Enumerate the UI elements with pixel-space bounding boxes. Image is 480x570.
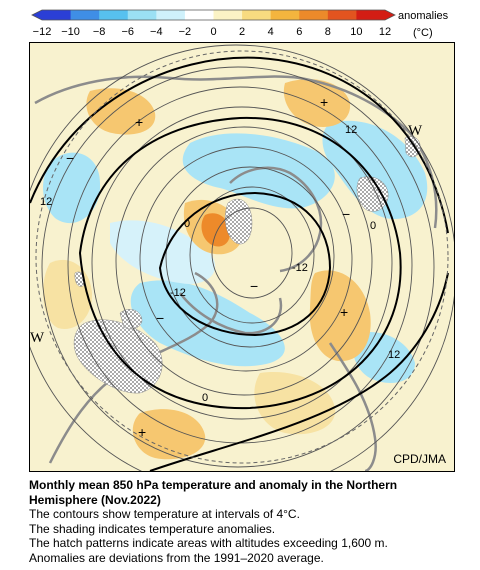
coastline-eurasia <box>34 75 438 229</box>
cold-marker: − <box>250 278 259 294</box>
map-graphic <box>30 44 454 471</box>
contour-label: 0 <box>370 220 377 232</box>
warm-light-region <box>43 259 93 329</box>
cold-center-label: W <box>408 123 423 139</box>
contour-line <box>211 207 293 299</box>
contour-label: -12 <box>292 262 308 274</box>
colorbar-segment <box>156 10 186 20</box>
colorbar-segment <box>327 10 357 20</box>
cold-marker: − <box>66 150 75 166</box>
colorbar-tick-label: 2 <box>239 26 246 38</box>
contour-label: 12 <box>345 124 358 136</box>
colorbar-segment <box>42 10 72 20</box>
colorbar-unit-label: anomalies <box>398 10 449 22</box>
colorbar-tick-label: −12 <box>32 26 52 38</box>
contour-line <box>41 66 435 468</box>
colorbar-segment <box>299 10 329 20</box>
colorbar-segment <box>127 10 157 20</box>
colorbar-segment <box>70 10 100 20</box>
contour-minus12 <box>158 191 332 337</box>
warm-anomaly-region <box>283 79 351 127</box>
colorbar-arrow-left <box>32 10 42 20</box>
contour-label: 12 <box>40 196 53 208</box>
contour-line <box>189 186 315 324</box>
cold-marker: − <box>342 206 351 222</box>
hatch-rockies-north <box>119 309 143 330</box>
colorbar-tick-label: 4 <box>267 26 274 38</box>
colorbar-tick-label: −2 <box>178 26 192 38</box>
warm-marker: + <box>135 114 144 130</box>
anomaly-colorbar: −12 −10 −8 −6 −4 −2 0 2 4 6 8 10 12 anomalies (°C) <box>0 0 480 48</box>
contour-label: -12 <box>170 287 186 299</box>
warm-marker: + <box>138 424 147 440</box>
caption-line: The shading indicates temperature anomal… <box>29 521 276 536</box>
credit-label: CPD/JMA <box>393 452 446 466</box>
cold-anomaly-region <box>322 120 428 219</box>
hemisphere-map: 12 12 0 0 -12 -12 0 12 W W + + + + − − −… <box>29 42 455 472</box>
caption-title: Monthly mean 850 hPa temperature and ano… <box>29 478 398 507</box>
warm-light-region <box>254 372 336 435</box>
coastline-pacific <box>328 342 377 471</box>
cold-center-label: W <box>30 330 45 346</box>
cold-anomaly-region <box>182 133 335 209</box>
colorbar-arrow-right <box>385 10 395 20</box>
colorbar-tick-label: 12 <box>378 26 392 38</box>
caption-line: The hatch patterns indicate areas with a… <box>29 536 388 550</box>
warm-marker: + <box>320 94 329 110</box>
contour-line <box>30 44 454 471</box>
figure-caption: Monthly mean 850 hPa temperature and ano… <box>29 478 469 565</box>
cold-anomaly-region <box>353 332 415 383</box>
contour-line <box>165 166 335 348</box>
caption-line: The contours show temperature at interva… <box>29 507 300 521</box>
warm-anomaly-region <box>132 409 206 460</box>
contour-label: 0 <box>202 392 209 404</box>
colorbar-tick-label: −4 <box>150 26 163 38</box>
colorbar-segment <box>356 10 386 20</box>
map-boundary <box>35 50 449 464</box>
colorbar-tick-label: −10 <box>61 26 80 38</box>
contour-zero <box>78 116 402 410</box>
colorbar-tick-label: 0 <box>210 26 217 38</box>
colorbar-border <box>31 9 396 21</box>
colorbar-segment <box>242 10 272 20</box>
colorbar-tick-label: −8 <box>92 26 106 38</box>
colorbar-graphic <box>31 9 396 21</box>
colorbar-segment <box>270 10 300 20</box>
colorbar-segment <box>184 10 214 20</box>
coastline-arctic <box>229 166 323 273</box>
cold-anomaly-region <box>130 280 285 367</box>
warm-marker: + <box>340 304 349 320</box>
hatch-greenland <box>225 198 253 245</box>
contour-label: 12 <box>388 349 401 361</box>
contour-twelve-south <box>149 272 449 471</box>
coastline-greenland <box>179 292 283 335</box>
colorbar-segment <box>99 10 129 20</box>
contour-twelve <box>30 56 449 234</box>
contour-line <box>115 126 373 396</box>
cold-light-region <box>110 220 216 284</box>
contour-label: 0 <box>184 218 191 230</box>
caption-line: Anomalies are deviations from the 1991–2… <box>29 550 324 565</box>
colorbar-tick-label: 8 <box>324 26 331 38</box>
colorbar-tick-label: −6 <box>121 26 135 38</box>
colorbar-segment <box>213 10 243 20</box>
warm-anomaly-region <box>86 88 156 135</box>
colorbar-unit-value: (°C) <box>413 27 433 39</box>
contour-line <box>139 146 353 372</box>
cold-anomaly-region <box>43 152 101 224</box>
contour-line <box>91 106 393 420</box>
thick-contours <box>30 56 449 471</box>
anomaly-shading <box>43 79 428 460</box>
colorbar-tick-label: 10 <box>350 26 363 38</box>
colorbar-tick-label: 6 <box>296 26 303 38</box>
cold-marker: − <box>156 310 165 326</box>
